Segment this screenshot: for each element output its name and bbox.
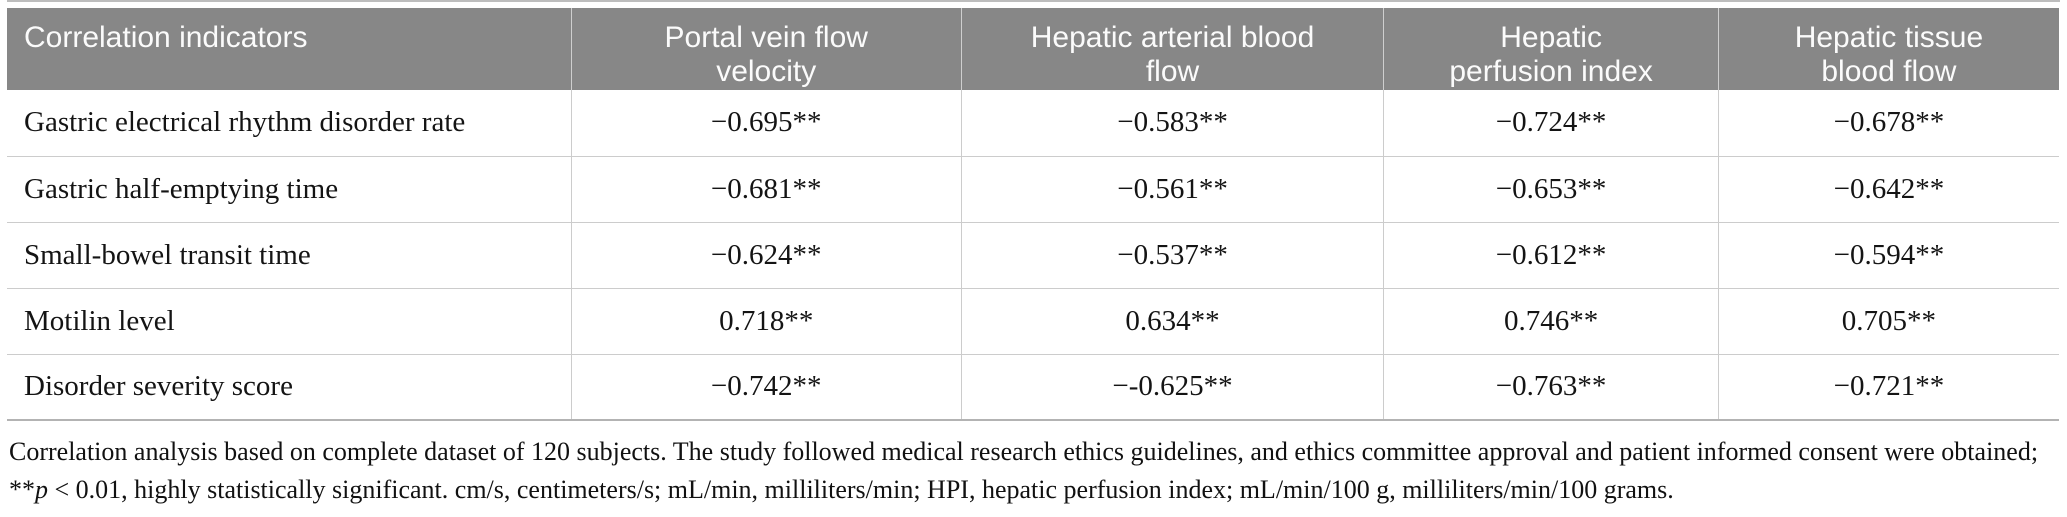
- value-cell: −0.681**: [570, 156, 962, 223]
- row-label: Small-bowel transit time: [7, 222, 572, 289]
- correlation-table: Correlation indicators Portal vein flow …: [7, 8, 2059, 421]
- header-line: Hepatic arterial blood: [1030, 21, 1315, 54]
- value-cell: −0.642**: [1717, 156, 2059, 223]
- value-cell: −0.537**: [960, 222, 1384, 289]
- header-line: Hepatic: [1500, 21, 1602, 54]
- value-cell: −0.653**: [1383, 156, 1719, 223]
- table-body: Gastric electrical rhythm disorder rate …: [7, 90, 2059, 421]
- header-line: flow: [1145, 55, 1200, 88]
- header-hepatic-perfusion-index: Hepatic perfusion index: [1383, 8, 1719, 90]
- header-line: perfusion index: [1449, 55, 1653, 88]
- table-row: Small-bowel transit time −0.624** −0.537…: [7, 222, 2059, 289]
- table-header: Correlation indicators Portal vein flow …: [7, 8, 2059, 90]
- value-cell: −0.594**: [1717, 222, 2059, 289]
- value-cell: −0.742**: [570, 354, 962, 421]
- value-cell: 0.718**: [570, 288, 962, 355]
- value-cell: 0.634**: [960, 288, 1384, 355]
- header-line: Hepatic tissue: [1794, 21, 1984, 54]
- value-cell: −0.624**: [570, 222, 962, 289]
- header-hepatic-tissue-blood-flow: Hepatic tissue blood flow: [1717, 8, 2059, 90]
- value-cell: −0.721**: [1717, 354, 2059, 421]
- footnote-p-symbol: p: [35, 475, 48, 504]
- value-cell: −0.612**: [1383, 222, 1719, 289]
- header-correlation-indicators: Correlation indicators: [7, 8, 572, 90]
- value-cell: −-0.625**: [960, 354, 1384, 421]
- header-hepatic-arterial-blood-flow: Hepatic arterial blood flow: [960, 8, 1384, 90]
- row-label: Motilin level: [7, 288, 572, 355]
- table-footnote: Correlation analysis based on complete d…: [9, 433, 2058, 509]
- header-line: blood flow: [1821, 55, 1957, 88]
- table-row: Gastric half-emptying time −0.681** −0.5…: [7, 156, 2059, 223]
- value-cell: −0.678**: [1717, 90, 2059, 157]
- footnote-text-part2: < 0.01, highly statistically significant…: [48, 475, 1674, 504]
- value-cell: 0.705**: [1717, 288, 2059, 355]
- row-label: Gastric electrical rhythm disorder rate: [7, 90, 572, 157]
- value-cell: −0.724**: [1383, 90, 1719, 157]
- header-portal-vein-flow-velocity: Portal vein flow velocity: [570, 8, 962, 90]
- value-cell: −0.583**: [960, 90, 1384, 157]
- value-cell: −0.561**: [960, 156, 1384, 223]
- header-line: velocity: [716, 55, 817, 88]
- footnote-text-part1: Correlation analysis based on complete d…: [9, 437, 2039, 504]
- value-cell: −0.763**: [1383, 354, 1719, 421]
- table-row: Disorder severity score −0.742** −-0.625…: [7, 354, 2059, 421]
- table-top-rule: [7, 0, 2060, 2]
- row-label: Disorder severity score: [7, 354, 572, 421]
- table-row: Motilin level 0.718** 0.634** 0.746** 0.…: [7, 288, 2059, 355]
- table-row: Gastric electrical rhythm disorder rate …: [7, 90, 2059, 157]
- value-cell: 0.746**: [1383, 288, 1719, 355]
- header-line: Portal vein flow: [664, 21, 868, 54]
- row-label: Gastric half-emptying time: [7, 156, 572, 223]
- value-cell: −0.695**: [570, 90, 962, 157]
- header-row: Correlation indicators Portal vein flow …: [7, 8, 2059, 90]
